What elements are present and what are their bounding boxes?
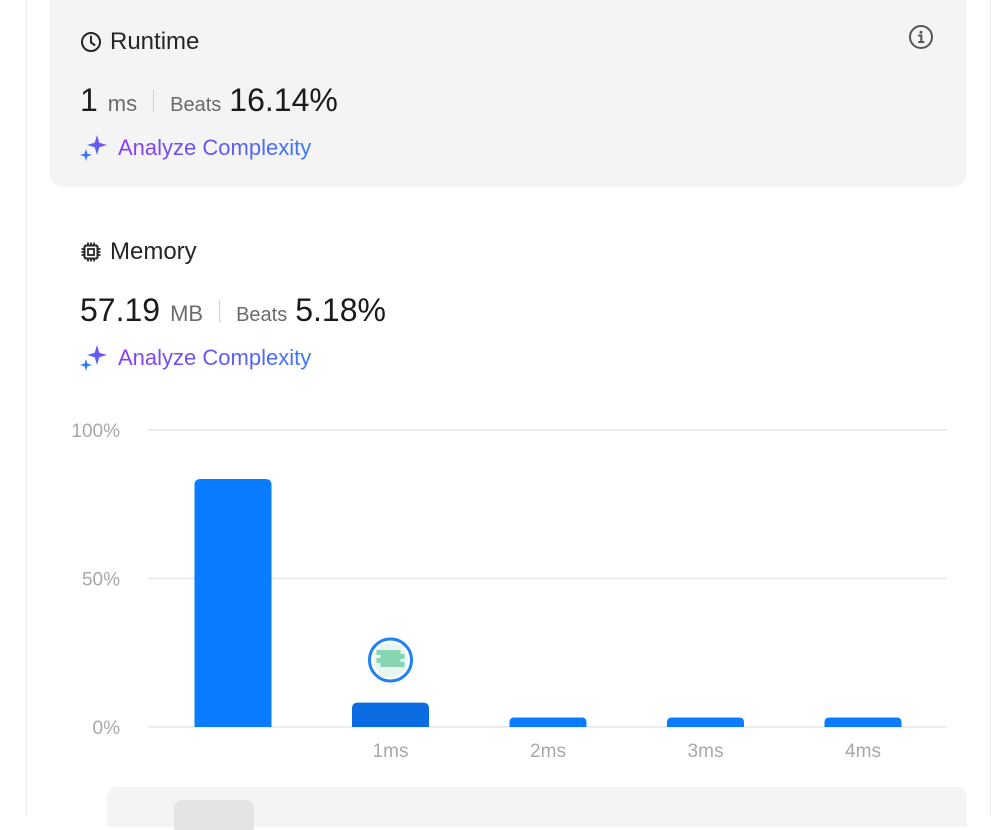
sparkle-icon bbox=[80, 345, 107, 371]
chip-icon bbox=[81, 242, 101, 262]
clock-icon bbox=[81, 32, 101, 52]
chart-svg: 100% 50% 0% 1ms 2ms 3ms 4ms bbox=[71, 421, 947, 762]
avatar-pixel bbox=[396, 654, 405, 659]
avatar-pixel bbox=[380, 654, 389, 659]
memory-beats-value: 5.18% bbox=[295, 292, 386, 328]
x-tick-label: 2ms bbox=[530, 741, 566, 762]
avatar-pixel bbox=[380, 662, 389, 667]
avatar-pixel bbox=[384, 650, 393, 655]
info-icon[interactable] bbox=[908, 24, 934, 55]
runtime-title-text: Runtime bbox=[110, 28, 200, 55]
avatar-pixel bbox=[392, 658, 401, 663]
x-tick-label: 1ms bbox=[373, 741, 409, 762]
chart-bar[interactable] bbox=[667, 717, 744, 727]
sparkle-icon bbox=[80, 135, 107, 161]
memory-value: 57.19 bbox=[80, 292, 161, 328]
avatar-pixel bbox=[376, 650, 385, 655]
runtime-unit: ms bbox=[107, 91, 138, 116]
chart-bar[interactable] bbox=[509, 717, 587, 727]
code-language-tab[interactable] bbox=[174, 800, 254, 830]
runtime-analyze-label: Analyze Complexity bbox=[118, 135, 312, 160]
y-tick-label: 50% bbox=[82, 570, 120, 591]
runtime-title: Runtime bbox=[80, 28, 199, 56]
memory-analyze-button[interactable]: Analyze Complexity bbox=[80, 344, 311, 372]
memory-analyze-label: Analyze Complexity bbox=[118, 345, 312, 370]
avatar-pixel bbox=[396, 662, 405, 667]
memory-title-text: Memory bbox=[110, 238, 197, 265]
avatar-pixel bbox=[392, 650, 401, 655]
chart-bar[interactable] bbox=[352, 702, 429, 727]
memory-title: Memory bbox=[80, 238, 197, 266]
page-border-right bbox=[990, 0, 991, 816]
memory-unit: MB bbox=[170, 301, 204, 326]
runtime-value: 1 bbox=[80, 82, 98, 118]
page-border-left bbox=[26, 0, 27, 816]
runtime-distribution-chart: 100% 50% 0% 1ms 2ms 3ms 4ms bbox=[0, 400, 1002, 780]
avatar-pixel bbox=[384, 658, 393, 663]
runtime-card[interactable] bbox=[49, 0, 967, 187]
stat-divider bbox=[219, 299, 221, 322]
memory-stat-row: 57.19 MB Beats 5.18% bbox=[80, 292, 386, 329]
y-tick-label: 100% bbox=[71, 421, 120, 442]
runtime-analyze-button[interactable]: Analyze Complexity bbox=[80, 134, 311, 162]
runtime-stat-row: 1 ms Beats 16.14% bbox=[80, 82, 338, 119]
runtime-beats-label: Beats bbox=[170, 94, 222, 116]
avatar-pixel bbox=[388, 654, 397, 659]
chart-bar[interactable] bbox=[194, 479, 272, 727]
stat-divider bbox=[153, 89, 155, 112]
memory-beats-label: Beats bbox=[236, 304, 288, 326]
runtime-beats-value: 16.14% bbox=[229, 82, 338, 118]
x-tick-label: 4ms bbox=[845, 741, 881, 762]
x-tick-label: 3ms bbox=[688, 741, 724, 762]
avatar-pixel bbox=[388, 662, 397, 667]
avatar-pixel bbox=[376, 658, 385, 663]
chart-bar[interactable] bbox=[824, 717, 902, 727]
y-tick-label: 0% bbox=[93, 718, 121, 739]
